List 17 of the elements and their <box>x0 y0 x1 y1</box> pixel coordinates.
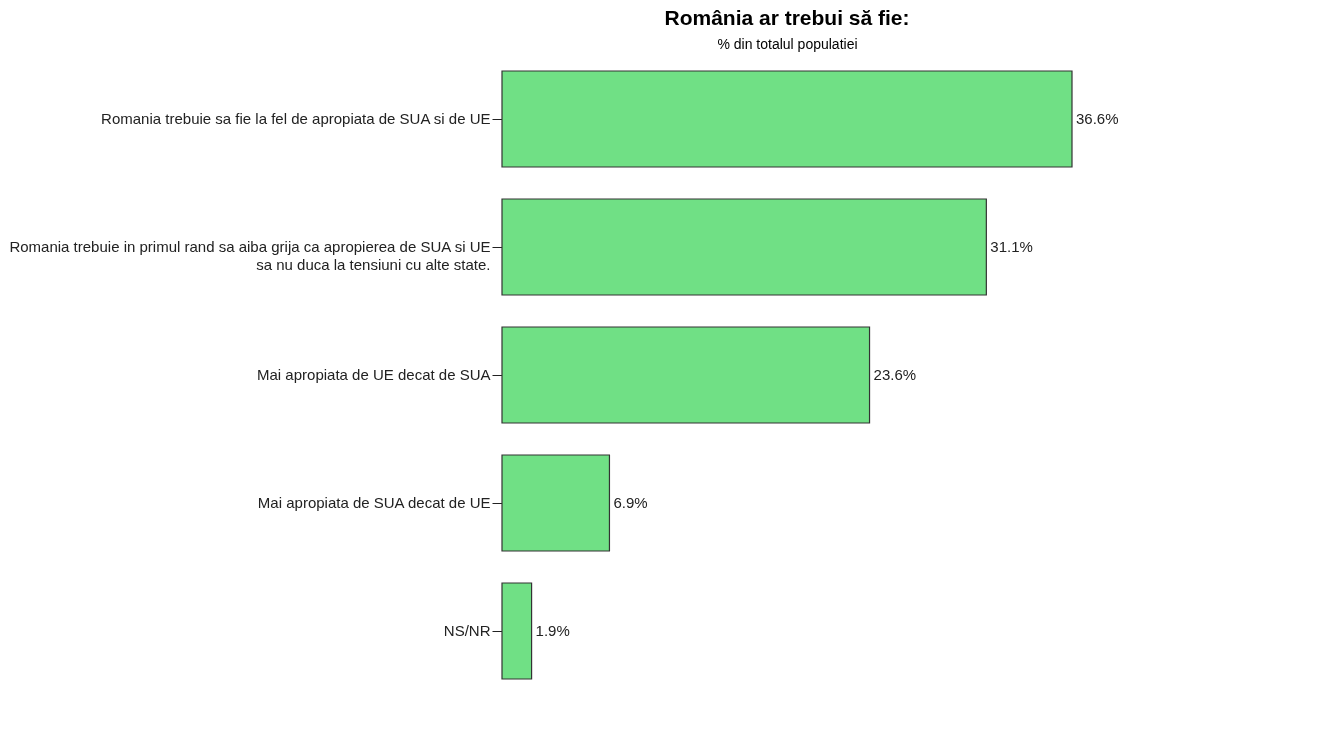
bar <box>501 454 611 552</box>
data-label: 23.6% <box>873 366 917 383</box>
data-label: 31.1% <box>990 238 1033 255</box>
y-tick-label: Romania trebuie sa fie la fel de apropiata de SUA si de UE <box>101 110 491 127</box>
y-tick-label: Mai apropiata de UE decat de SUA <box>257 366 491 383</box>
bar <box>501 70 1073 168</box>
data-label: 6.9% <box>613 494 648 511</box>
data-label: 36.6% <box>1076 110 1119 127</box>
x-axis-title: % din totalul populatiei <box>717 35 858 52</box>
chart-title: România ar trebui să fie: <box>664 6 910 29</box>
bar <box>501 198 987 296</box>
y-tick-label: Romania trebuie in primul rand sa aiba grija ca apropierea de SUA si UE sa nu duca la tensiuni cu alte state. <box>9 238 491 273</box>
y-tick-label: NS/NR <box>443 622 491 639</box>
y-tick-label: Mai apropiata de SUA decat de UE <box>257 494 491 511</box>
bar <box>501 582 533 680</box>
data-label: 1.9% <box>535 622 570 639</box>
bar <box>501 326 871 424</box>
